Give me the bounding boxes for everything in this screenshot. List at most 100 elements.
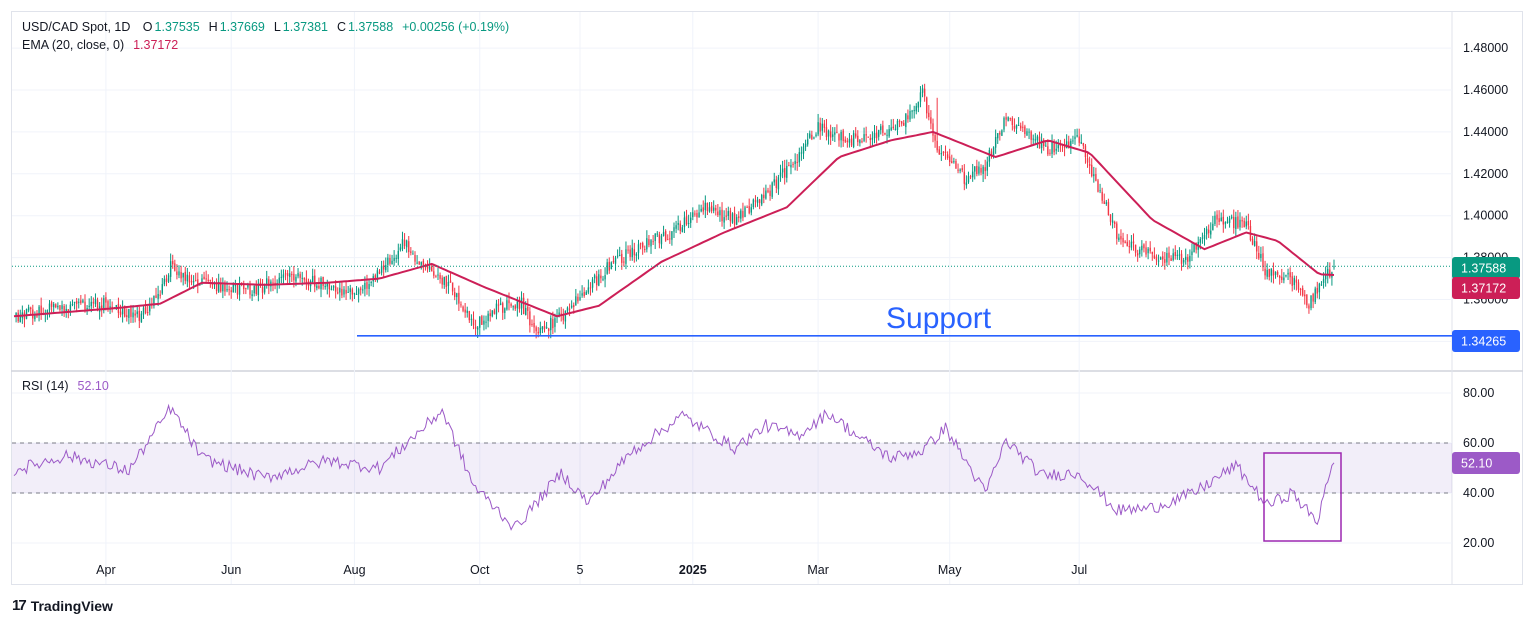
candle[interactable] [1216,210,1218,228]
candle[interactable] [827,129,830,145]
candle[interactable] [297,268,299,279]
candle[interactable] [360,286,362,296]
candle[interactable] [182,272,184,286]
candle[interactable] [431,265,433,272]
candle[interactable] [1003,116,1005,133]
candle[interactable] [80,294,82,305]
rsi-legend[interactable]: RSI (14) 52.10 [22,379,111,393]
candle[interactable] [136,305,138,318]
candle[interactable] [243,280,245,295]
candle[interactable] [641,241,644,255]
candle[interactable] [142,305,145,319]
candle[interactable] [278,272,280,289]
candle[interactable] [664,229,667,242]
candle[interactable] [621,249,623,270]
candle[interactable] [554,313,556,333]
rsi-line[interactable] [13,403,1335,531]
candle[interactable] [1297,279,1300,293]
candle[interactable] [758,198,761,210]
candle[interactable] [725,207,727,221]
candle[interactable] [577,293,579,304]
candle[interactable] [685,209,688,226]
candle[interactable] [848,133,851,148]
candle[interactable] [1180,250,1183,271]
candle[interactable] [748,198,750,215]
candle[interactable] [320,276,322,298]
candle[interactable] [483,315,485,331]
candle[interactable] [660,233,663,249]
candle[interactable] [305,270,308,290]
candle[interactable] [570,300,573,309]
candle[interactable] [474,319,477,336]
candle[interactable] [174,259,176,272]
candle[interactable] [769,184,771,201]
candle[interactable] [368,279,370,297]
candle[interactable] [1084,143,1087,164]
candle[interactable] [581,285,583,298]
candle[interactable] [299,271,301,283]
candle[interactable] [1124,240,1126,244]
candle[interactable] [723,210,725,230]
candle[interactable] [1082,142,1085,150]
candle[interactable] [832,127,834,141]
candle[interactable] [731,212,734,224]
candle[interactable] [1074,129,1076,145]
candle[interactable] [274,275,276,290]
candle[interactable] [898,119,901,128]
candle[interactable] [155,287,157,299]
candle[interactable] [815,132,817,138]
candle[interactable] [408,236,410,258]
candle[interactable] [533,315,535,334]
candle[interactable] [702,200,704,215]
candle[interactable] [82,298,84,304]
candle[interactable] [1118,233,1120,242]
candle[interactable] [1001,129,1003,137]
candle[interactable] [61,300,63,316]
candle[interactable] [531,319,533,327]
candle[interactable] [449,273,452,283]
candle[interactable] [982,164,984,182]
candle[interactable] [1243,217,1245,228]
candle[interactable] [742,202,744,222]
candle[interactable] [401,231,404,252]
candle[interactable] [1262,246,1264,272]
candle[interactable] [121,300,124,323]
candle[interactable] [1256,236,1258,260]
candle[interactable] [980,164,982,176]
candle[interactable] [698,204,700,218]
candle[interactable] [1301,285,1304,297]
candle[interactable] [907,109,909,123]
candle[interactable] [756,196,759,207]
candle[interactable] [25,308,28,320]
candle[interactable] [612,255,615,264]
candle[interactable] [405,239,408,253]
candle[interactable] [1281,268,1283,283]
candle[interactable] [178,265,180,279]
candle[interactable] [1088,156,1091,174]
candle[interactable] [1009,117,1011,122]
candle[interactable] [472,311,475,330]
candle[interactable] [1318,282,1321,300]
candle[interactable] [387,253,389,273]
candle[interactable] [865,126,867,143]
candle[interactable] [606,258,608,275]
candle[interactable] [190,274,193,286]
candle[interactable] [811,130,813,141]
candle[interactable] [195,272,197,282]
candle[interactable] [616,249,619,259]
candle[interactable] [172,254,174,269]
candle[interactable] [652,235,654,245]
candle[interactable] [1260,246,1262,262]
candle[interactable] [485,315,487,330]
candle[interactable] [220,277,222,293]
candle[interactable] [451,282,454,296]
candle[interactable] [550,315,552,339]
candle[interactable] [188,271,191,290]
candle[interactable] [311,268,314,283]
candle[interactable] [251,290,253,302]
candle[interactable] [1122,232,1124,248]
candle[interactable] [792,161,794,168]
candle[interactable] [677,215,679,231]
candle[interactable] [738,211,740,223]
candle[interactable] [658,231,661,249]
